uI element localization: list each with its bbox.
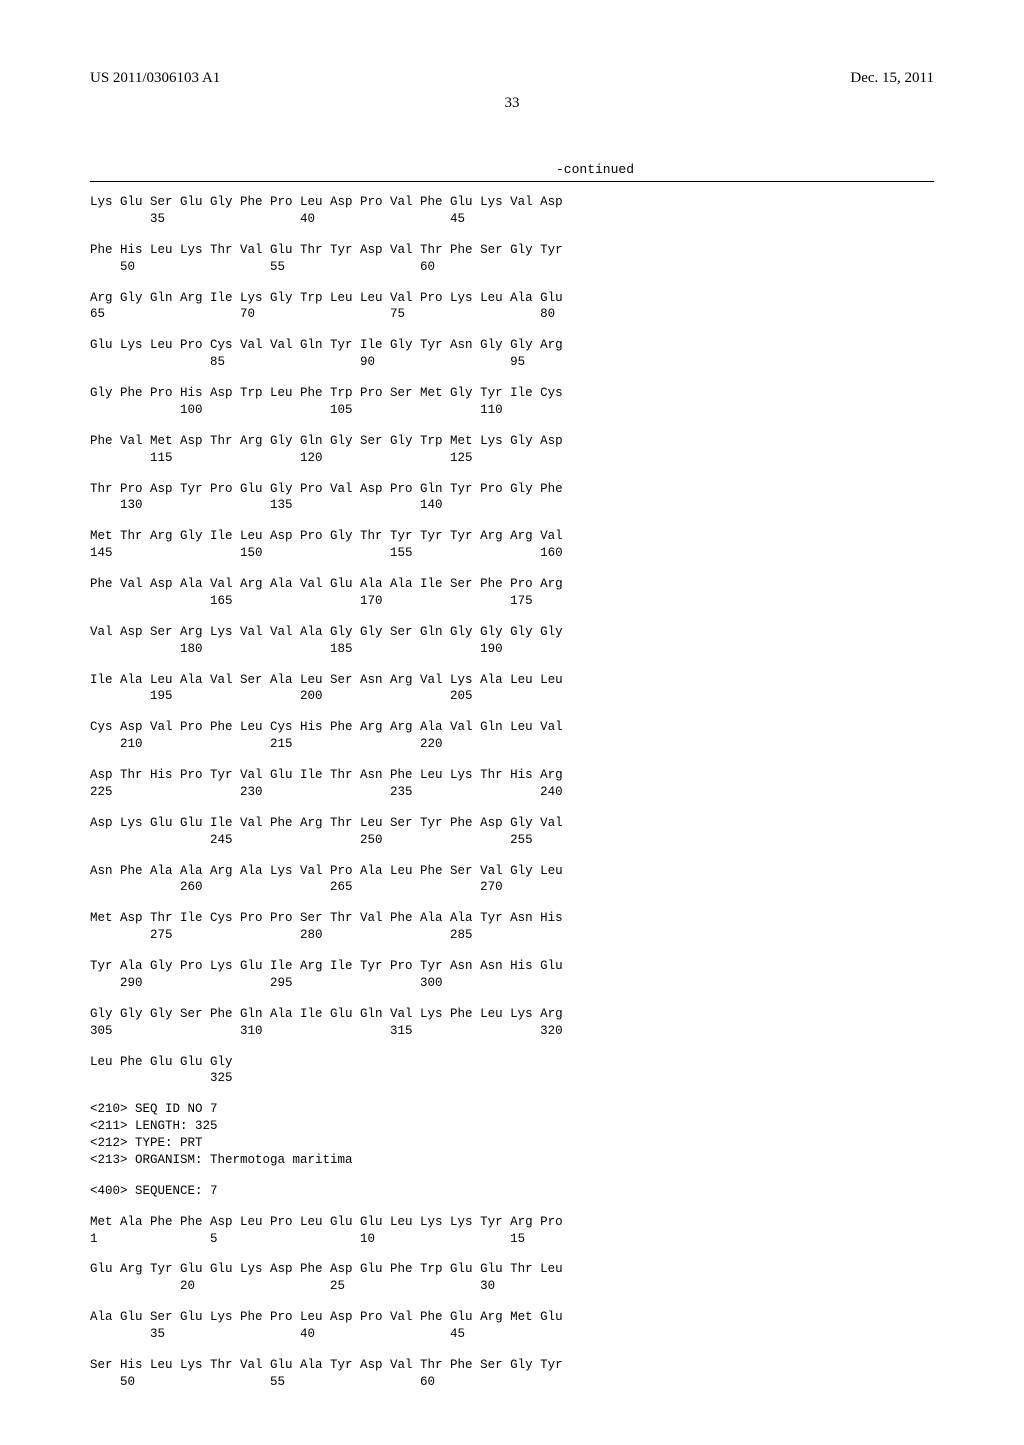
sequence-row: Asn Phe Ala Ala Arg Ala Lys Val Pro Ala …: [90, 863, 934, 897]
sequence-row: Asp Lys Glu Glu Ile Val Phe Arg Thr Leu …: [90, 815, 934, 849]
page-number: 33: [90, 95, 934, 112]
sequence-row: Met Ala Phe Phe Asp Leu Pro Leu Glu Glu …: [90, 1214, 934, 1248]
sequence-row: Phe Val Met Asp Thr Arg Gly Gln Gly Ser …: [90, 433, 934, 467]
sequence-row: Gly Phe Pro His Asp Trp Leu Phe Trp Pro …: [90, 385, 934, 419]
seq7-header: <210> SEQ ID NO 7 <211> LENGTH: 325 <212…: [90, 1101, 934, 1169]
sequence-row: Lys Glu Ser Glu Gly Phe Pro Leu Asp Pro …: [90, 194, 934, 228]
sequence-row: Asp Thr His Pro Tyr Val Glu Ile Thr Asn …: [90, 767, 934, 801]
sequence-row: Met Thr Arg Gly Ile Leu Asp Pro Gly Thr …: [90, 528, 934, 562]
sequence-row: Ile Ala Leu Ala Val Ser Ala Leu Ser Asn …: [90, 672, 934, 706]
sequence-row: Arg Gly Gln Arg Ile Lys Gly Trp Leu Leu …: [90, 290, 934, 324]
patent-id: US 2011/0306103 A1: [90, 70, 220, 87]
sequence-row: Val Asp Ser Arg Lys Val Val Ala Gly Gly …: [90, 624, 934, 658]
sequence-row: Glu Arg Tyr Glu Glu Lys Asp Phe Asp Glu …: [90, 1261, 934, 1295]
sequence-row: Tyr Ala Gly Pro Lys Glu Ile Arg Ile Tyr …: [90, 958, 934, 992]
sequence-row: Thr Pro Asp Tyr Pro Glu Gly Pro Val Asp …: [90, 481, 934, 515]
rule-top: [90, 181, 934, 182]
sequence-row: Leu Phe Glu Glu Gly 325: [90, 1054, 934, 1088]
sequence-row: Ser His Leu Lys Thr Val Glu Ala Tyr Asp …: [90, 1357, 934, 1391]
sequence-row: Phe Val Asp Ala Val Arg Ala Val Glu Ala …: [90, 576, 934, 610]
page-header: US 2011/0306103 A1 Dec. 15, 2011: [90, 70, 934, 87]
sequence-row: Gly Gly Gly Ser Phe Gln Ala Ile Glu Gln …: [90, 1006, 934, 1040]
sequence-row: Ala Glu Ser Glu Lys Phe Pro Leu Asp Pro …: [90, 1309, 934, 1343]
pub-date: Dec. 15, 2011: [850, 70, 934, 87]
continued-label: -continued: [90, 162, 934, 177]
sequence-row: Glu Lys Leu Pro Cys Val Val Gln Tyr Ile …: [90, 337, 934, 371]
seq7-sequence-label: <400> SEQUENCE: 7: [90, 1183, 934, 1200]
sequence-listing: Lys Glu Ser Glu Gly Phe Pro Leu Asp Pro …: [90, 194, 934, 1391]
sequence-row: Met Asp Thr Ile Cys Pro Pro Ser Thr Val …: [90, 910, 934, 944]
sequence-row: Phe His Leu Lys Thr Val Glu Thr Tyr Asp …: [90, 242, 934, 276]
sequence-row: Cys Asp Val Pro Phe Leu Cys His Phe Arg …: [90, 719, 934, 753]
